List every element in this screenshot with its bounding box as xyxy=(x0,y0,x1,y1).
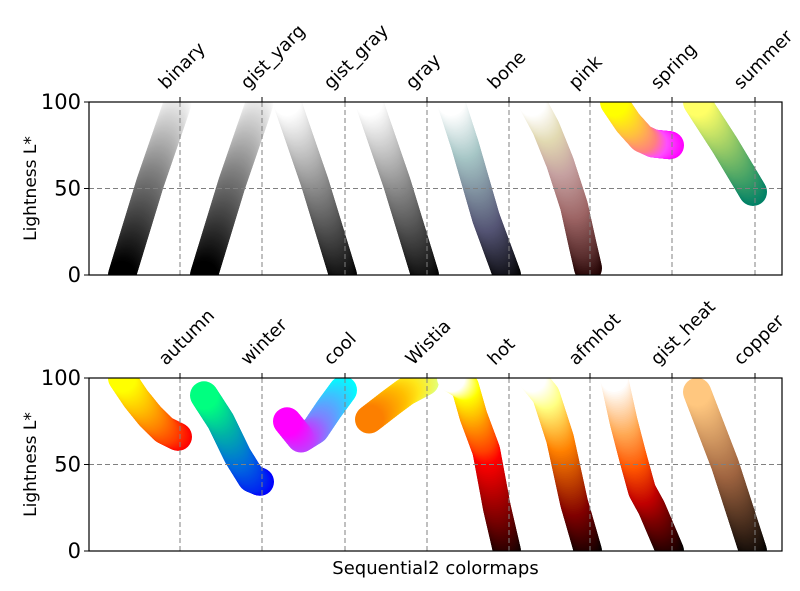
point xyxy=(600,378,628,392)
point xyxy=(600,102,628,116)
y-tick-label: 100 xyxy=(41,366,81,390)
point xyxy=(518,378,546,392)
colormap-label: bone xyxy=(484,47,531,94)
point xyxy=(437,378,465,392)
series-gist_gray xyxy=(273,102,357,275)
point xyxy=(190,261,218,275)
colormap-label: gist_gray xyxy=(320,20,393,93)
colormap-label: afmhot xyxy=(565,309,625,369)
y-tick-label: 50 xyxy=(54,177,81,201)
colormap-label: binary xyxy=(155,38,210,93)
series-spring xyxy=(600,102,684,160)
colormap-label: hot xyxy=(484,334,520,370)
series-winter xyxy=(190,381,274,496)
series-copper xyxy=(683,378,767,551)
series-gist_yarg xyxy=(190,102,274,275)
y-tick-label: 100 xyxy=(41,90,81,114)
colormap-label: spring xyxy=(647,39,701,93)
point xyxy=(273,102,301,116)
series-hot xyxy=(437,378,521,551)
series-Wistia xyxy=(355,378,439,434)
y-tick-label: 0 xyxy=(68,263,81,287)
colormap-label: gist_yarg xyxy=(237,21,310,94)
point xyxy=(683,378,711,406)
colormap-label: autumn xyxy=(155,305,219,369)
y-axis-label-text: Lightness L* xyxy=(21,412,41,517)
point xyxy=(108,378,136,392)
series-bone xyxy=(437,102,521,275)
colormap-label: gist_heat xyxy=(647,296,720,369)
series-binary xyxy=(108,102,192,275)
series-autumn xyxy=(108,378,192,451)
x-axis-label: Sequential2 colormaps xyxy=(332,558,538,579)
point xyxy=(355,102,383,116)
colormap-label: copper xyxy=(730,310,789,369)
plot-area-0 xyxy=(108,102,767,275)
y-tick-label: 50 xyxy=(54,453,81,477)
point xyxy=(108,261,136,275)
point xyxy=(437,102,465,116)
series-pink xyxy=(518,102,602,275)
colormap-label: gray xyxy=(402,50,446,94)
colormap-label: Wistia xyxy=(402,316,456,370)
colormap-label: pink xyxy=(565,51,607,93)
series-afmhot xyxy=(518,378,602,551)
y-axis-label: Lightness L* xyxy=(21,412,41,517)
point xyxy=(683,102,711,116)
colormap-label: summer xyxy=(730,26,798,94)
y-axis-label: Lightness L* xyxy=(21,136,41,241)
series-gray xyxy=(355,102,439,275)
point xyxy=(190,381,218,410)
colormap-label: cool xyxy=(320,329,361,370)
y-tick-label: 0 xyxy=(68,539,81,563)
series-gist_heat xyxy=(600,378,684,551)
point xyxy=(355,405,383,434)
series-summer xyxy=(683,102,767,206)
point xyxy=(273,407,301,436)
plot-area-1 xyxy=(108,378,767,551)
y-axis-label-text: Lightness L* xyxy=(21,136,41,241)
colormap-label: winter xyxy=(237,314,292,369)
series-cool xyxy=(273,378,357,453)
point xyxy=(518,102,546,116)
